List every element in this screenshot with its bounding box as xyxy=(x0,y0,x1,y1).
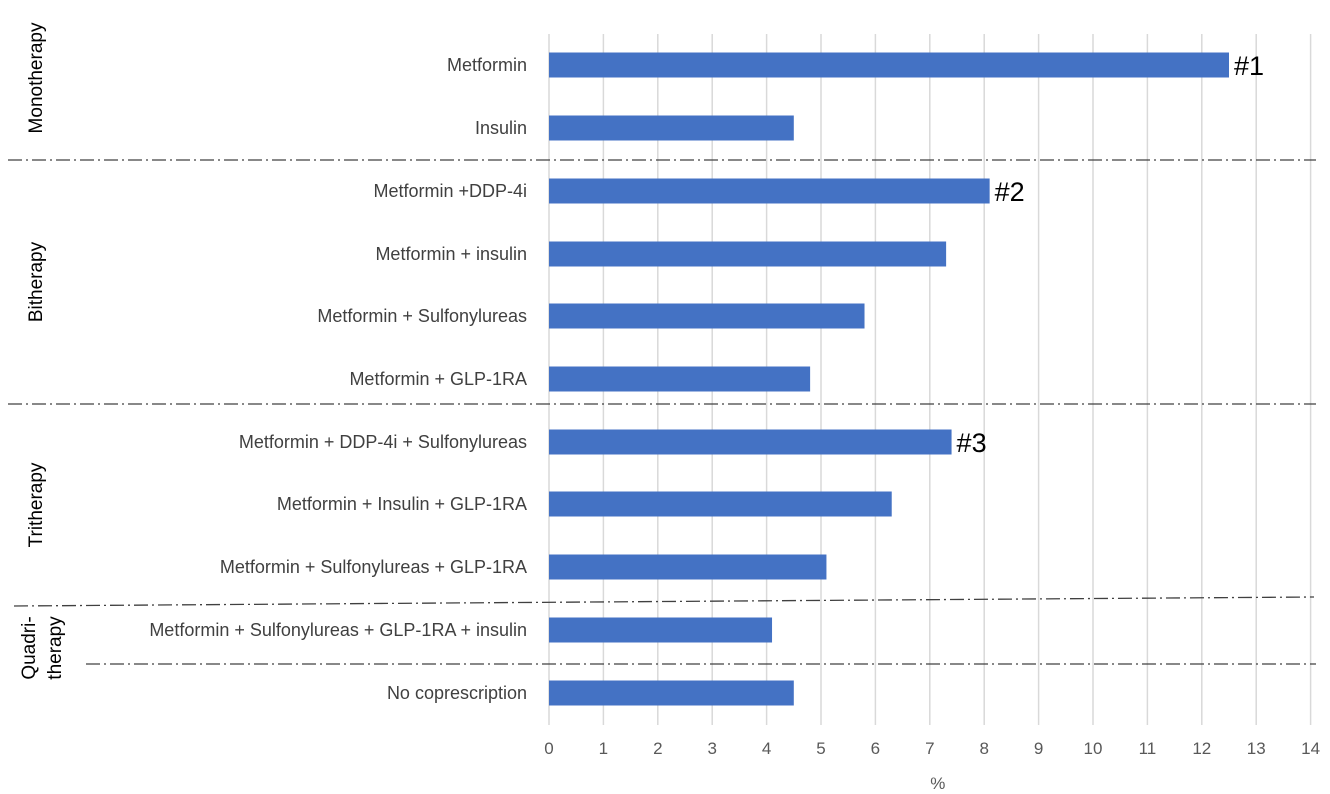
bar xyxy=(549,52,1229,78)
x-tick-label: 7 xyxy=(925,739,934,758)
bar xyxy=(549,491,892,517)
group-label: Tritherapy xyxy=(26,462,47,547)
group-label: Bitherapy xyxy=(26,241,47,322)
category-labels: Metformin Insulin Metformin +DDP-4i Metform… xyxy=(149,55,527,703)
bar xyxy=(549,115,794,141)
group-label: Monotherapy xyxy=(26,22,47,133)
x-tick-label: 13 xyxy=(1247,739,1266,758)
category-label: Metformin + Insulin + GLP-1RA xyxy=(277,494,527,514)
x-axis-label: % xyxy=(930,774,945,793)
category-label: Metformin + insulin xyxy=(375,244,527,264)
x-tick-label: 3 xyxy=(707,739,716,758)
bar xyxy=(549,366,811,392)
bar xyxy=(549,429,952,455)
bar xyxy=(549,617,773,643)
rank-annotation: #3 xyxy=(957,428,987,458)
x-tick-label: 8 xyxy=(979,739,988,758)
group-label: therapy xyxy=(45,616,66,680)
category-label: Metformin + Sulfonylureas xyxy=(317,306,527,326)
group-separators xyxy=(8,159,1316,665)
rank-annotation: #1 xyxy=(1234,51,1264,81)
bars xyxy=(549,52,1229,706)
x-tick-labels: 0 1 2 3 4 5 6 7 8 9 10 11 12 13 14 xyxy=(544,739,1320,758)
bar xyxy=(549,554,827,580)
bar xyxy=(549,178,990,204)
group-separator xyxy=(13,596,1315,607)
category-label: Metformin + Sulfonylureas + GLP-1RA xyxy=(220,557,527,577)
x-tick-label: 1 xyxy=(599,739,608,758)
bar xyxy=(549,241,947,267)
category-label: Insulin xyxy=(475,118,527,138)
category-label: Metformin + GLP-1RA xyxy=(349,369,527,389)
x-tick-label: 9 xyxy=(1034,739,1043,758)
x-tick-label: 14 xyxy=(1301,739,1320,758)
category-label: Metformin + DDP-4i + Sulfonylureas xyxy=(239,432,527,452)
category-label: Metformin + Sulfonylureas + GLP-1RA + in… xyxy=(149,620,527,640)
x-tick-label: 4 xyxy=(762,739,771,758)
category-label: Metformin xyxy=(447,55,527,75)
category-label: No coprescription xyxy=(387,683,527,703)
x-tick-label: 10 xyxy=(1084,739,1103,758)
x-tick-label: 11 xyxy=(1139,739,1157,758)
x-tick-label: 6 xyxy=(871,739,880,758)
x-tick-label: 0 xyxy=(544,739,553,758)
x-tick-label: 5 xyxy=(816,739,825,758)
bar xyxy=(549,680,794,706)
x-tick-label: 12 xyxy=(1192,739,1211,758)
x-tick-label: 2 xyxy=(653,739,662,758)
category-label: Metformin +DDP-4i xyxy=(373,181,527,201)
bar xyxy=(549,303,865,329)
group-label: Quadri- xyxy=(19,616,40,679)
rank-annotation: #2 xyxy=(995,177,1025,207)
rank-annotations: #1 #2 #3 xyxy=(957,51,1264,458)
group-labels: Monotherapy Bitherapy Tritherapy Quadri-the… xyxy=(19,22,66,680)
